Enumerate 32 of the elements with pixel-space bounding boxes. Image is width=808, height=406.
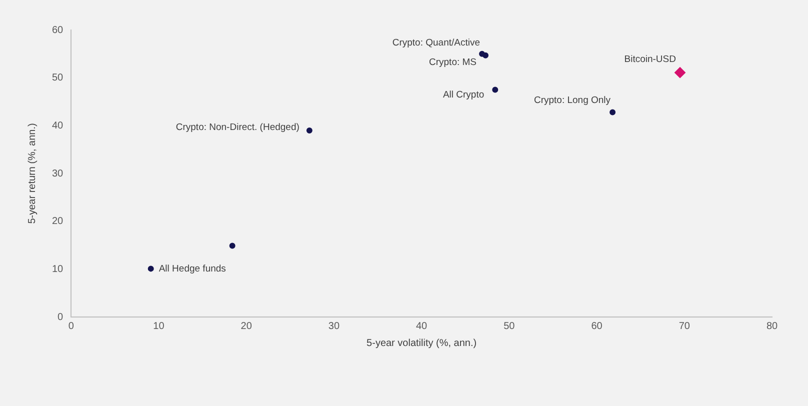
y-tick-label: 50: [52, 72, 64, 84]
x-tick-label: 30: [328, 320, 340, 332]
point: [674, 67, 686, 78]
y-tick-label: 10: [52, 264, 64, 275]
y-tick-label: 60: [52, 24, 64, 36]
point: [610, 109, 616, 116]
y-tick-label: 20: [52, 216, 64, 228]
series-label: Crypto: Long Only: [534, 94, 611, 106]
x-tick-label: 60: [591, 320, 603, 332]
point: [306, 127, 312, 134]
x-tick-label: 40: [416, 320, 428, 332]
y-tick-label: 30: [52, 168, 64, 180]
y-tick-label: 40: [52, 120, 64, 132]
y-axis-title: 5-year return (%, ann.): [26, 123, 38, 224]
series-label: Crypto: Quant/Active: [392, 38, 480, 49]
x-tick-label: 0: [68, 320, 74, 332]
point: [148, 266, 154, 272]
series-label: Bitcoin-USD: [624, 54, 676, 66]
point: [492, 86, 498, 93]
x-tick-label: 50: [504, 320, 516, 332]
x-tick-label: 20: [240, 320, 252, 332]
x-tick-label: 80: [766, 320, 778, 332]
point: [229, 242, 236, 249]
x-axis-title: 5-year volatility (%, ann.): [366, 338, 477, 349]
series-label: All Crypto: [442, 89, 484, 100]
x-tick-label: 70: [678, 320, 690, 332]
series-label: Crypto: MS: [429, 56, 477, 68]
series-label: All Hedge funds: [158, 263, 226, 274]
series-label: Crypto: Non-Direct. (Hedged): [176, 122, 300, 134]
x-tick-label: 10: [153, 320, 165, 332]
point: [479, 50, 486, 57]
y-tick-label: 0: [58, 312, 64, 323]
